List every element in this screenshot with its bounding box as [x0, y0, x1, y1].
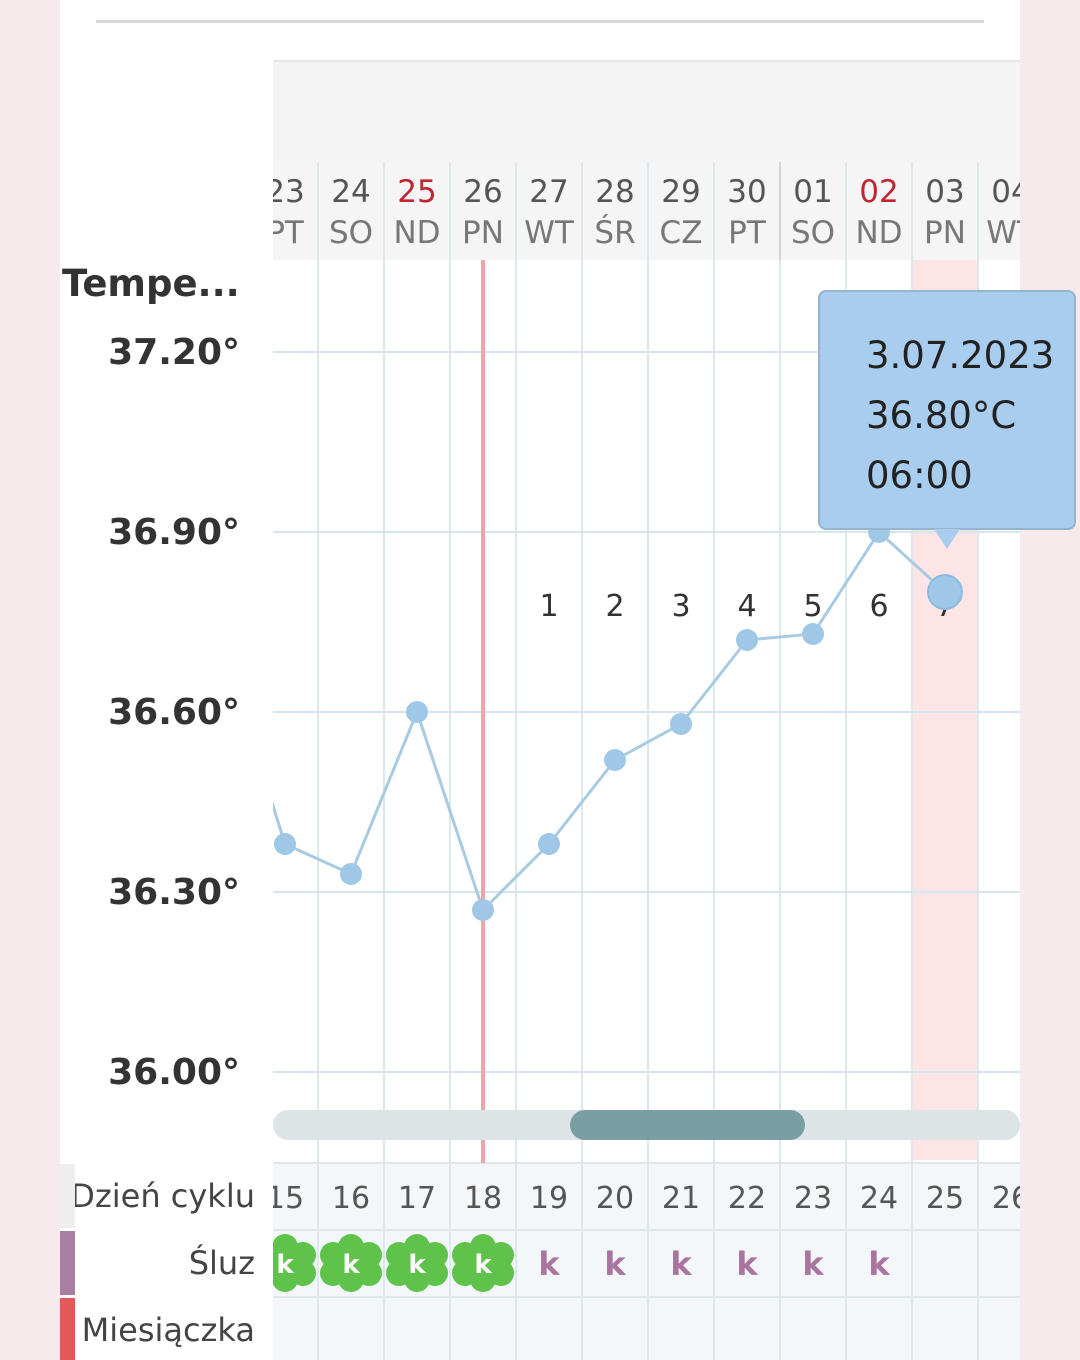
y-tick-label: 37.20°: [108, 332, 240, 373]
mucus-k-label: k: [538, 1245, 560, 1283]
data-point-tooltip: 3.07.2023 36.80°C 06:00: [818, 290, 1076, 530]
x-tick-date: 27: [529, 174, 568, 210]
mucus-k-label: k: [802, 1245, 824, 1283]
tooltip-time: 06:00: [866, 454, 973, 497]
x-tick-date: 28: [595, 174, 634, 210]
temperature-point: [802, 623, 824, 645]
period-color-marker: [60, 1298, 75, 1360]
mucus-green-mark: k: [408, 1250, 426, 1280]
cycle-day-label: 23: [794, 1181, 832, 1216]
cycle-day-label: 24: [860, 1181, 898, 1216]
tooltip-date: 3.07.2023: [866, 334, 1055, 377]
x-tick-weekday: ND: [393, 215, 440, 251]
y-tick-label: 36.00°: [108, 1052, 240, 1093]
mucus-green-marker: k: [273, 1234, 316, 1292]
selected-temperature-point: [927, 574, 963, 610]
post-ovulation-day-label: 6: [869, 589, 888, 624]
post-ovulation-day-label: 3: [671, 589, 690, 624]
x-tick-date: 02: [859, 174, 898, 210]
temperature-point: [538, 833, 560, 855]
mucus-green-mark: k: [276, 1250, 294, 1280]
period-row-label: Miesiączka: [60, 1298, 273, 1360]
x-tick-date: 03: [925, 174, 964, 210]
mucus-green-marker: k: [452, 1234, 514, 1292]
scrollbar-thumb[interactable]: [570, 1110, 805, 1140]
x-tick-date: 01: [793, 174, 832, 210]
chart-header-band: [273, 60, 1020, 162]
mucus-green-blob: [470, 1250, 496, 1276]
y-tick-label: 36.60°: [108, 692, 240, 733]
cycle-day-label: 26: [992, 1181, 1020, 1216]
cycle-day-label: 17: [398, 1181, 436, 1216]
x-tick-weekday: WT: [986, 215, 1020, 251]
temperature-point: [274, 833, 296, 855]
x-tick-weekday: SO: [329, 215, 373, 251]
mucus-color-marker: [60, 1231, 75, 1295]
mucus-green-blob: [338, 1250, 364, 1276]
x-tick-date: 29: [661, 174, 700, 210]
mucus-row-label: Śluz: [60, 1231, 273, 1295]
temperature-point: [472, 899, 494, 921]
mucus-k-label: k: [868, 1245, 890, 1283]
temperature-point: [340, 863, 362, 885]
bottom-rows-background: [273, 1163, 1020, 1360]
x-tick-date: 24: [331, 174, 370, 210]
mucus-green-mark: k: [342, 1250, 360, 1280]
x-tick-weekday: WT: [524, 215, 575, 251]
temperature-point: [736, 629, 758, 651]
temperature-point: [406, 701, 428, 723]
mucus-k-label: k: [670, 1245, 692, 1283]
temperature-series-line: [273, 529, 947, 913]
mucus-green-marker: k: [386, 1234, 448, 1292]
cycle-day-label: 22: [728, 1181, 766, 1216]
cycle-day-label: 18: [464, 1181, 502, 1216]
y-axis-title: Tempe...: [62, 262, 240, 305]
mucus-k-label: k: [736, 1245, 758, 1283]
mucus-green-blob: [404, 1250, 430, 1276]
mucus-green-marker: k: [320, 1234, 382, 1292]
tooltip-pointer: [934, 529, 960, 549]
y-axis-panel: [60, 62, 273, 1162]
chart-scroll-area[interactable]: 23 PT 24 SO 25 ND 26 PN 27 WT 28 ŚR 29 CZ 30 PT 01 SO 02 ND…: [273, 60, 1020, 1360]
y-tick-label: 36.30°: [108, 872, 240, 913]
x-tick-weekday: ŚR: [594, 214, 635, 251]
x-tick-date: 25: [397, 174, 436, 210]
temperature-point: [670, 713, 692, 735]
temperature-chart[interactable]: 23PT24SO25ND26PN27WT28ŚR29CZ30PT01SO02ND…: [273, 60, 1020, 1360]
cycle-day-label: 15: [273, 1181, 304, 1216]
x-tick-weekday: CZ: [660, 215, 703, 251]
x-tick-weekday: PT: [728, 215, 767, 251]
cycle-day-label: 21: [662, 1181, 700, 1216]
mucus-green-mark: k: [474, 1250, 492, 1280]
x-tick-weekday: PT: [273, 215, 305, 251]
x-tick-date: 04: [991, 174, 1020, 210]
chart-card: 23 PT 24 SO 25 ND 26 PN 27 WT 28 ŚR 29 CZ 30 PT 01 SO 02 ND…: [60, 0, 1020, 1360]
cycle-day-label: 16: [332, 1181, 370, 1216]
cycle-day-label: 19: [530, 1181, 568, 1216]
cycle-day-label: 20: [596, 1181, 634, 1216]
top-divider: [96, 20, 984, 23]
post-ovulation-day-label: 2: [605, 589, 624, 624]
x-tick-weekday: PN: [924, 215, 966, 251]
x-tick-weekday: ND: [855, 215, 902, 251]
temperature-point: [604, 749, 626, 771]
post-ovulation-day-label: 5: [803, 589, 822, 624]
mucus-green-blob: [273, 1250, 298, 1276]
x-tick-date: 23: [273, 174, 305, 210]
cycle-day-row-label: Dzień cyklu: [60, 1164, 273, 1228]
x-tick-date: 26: [463, 174, 502, 210]
cycle-day-label: 25: [926, 1181, 964, 1216]
post-ovulation-day-label: 4: [737, 589, 756, 624]
post-ovulation-day-label: 1: [539, 589, 558, 624]
x-tick-date: 30: [727, 174, 766, 210]
x-tick-weekday: PN: [462, 215, 504, 251]
y-tick-label: 36.90°: [108, 512, 240, 553]
tooltip-temperature: 36.80°C: [866, 394, 1017, 437]
mucus-k-label: k: [604, 1245, 626, 1283]
x-tick-weekday: SO: [791, 215, 835, 251]
